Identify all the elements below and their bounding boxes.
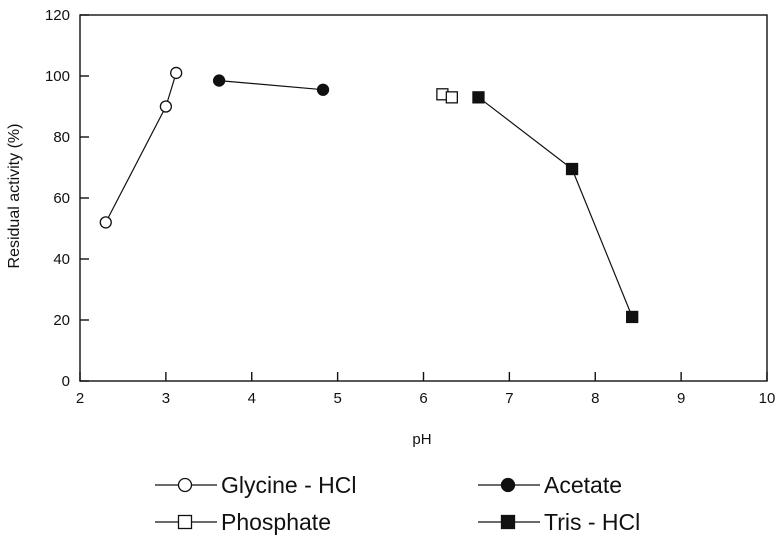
x-tick-label: 4 xyxy=(248,390,256,407)
legend-item-glycine-hcl: Glycine - HCl xyxy=(155,472,356,498)
data-point-glycine-hcl xyxy=(170,66,183,80)
legend-item-acetate: Acetate xyxy=(478,472,622,498)
legend-marker-glycine-hcl xyxy=(177,477,193,493)
series-phosphate xyxy=(436,88,458,104)
x-tick-label: 8 xyxy=(591,390,599,407)
x-axis-label: pH xyxy=(412,431,431,448)
data-point-acetate xyxy=(316,83,330,96)
legend-marker-acetate xyxy=(500,477,516,493)
legend-label: Tris - HCl xyxy=(544,509,640,535)
data-point-phosphate xyxy=(445,91,458,104)
y-tick-label: 0 xyxy=(62,373,70,390)
x-tick-label: 9 xyxy=(677,390,685,407)
y-tick-label: 60 xyxy=(53,190,70,207)
legend-marker-tris-hcl xyxy=(500,514,516,530)
data-point-tris-hcl xyxy=(565,162,579,176)
data-point-glycine-hcl xyxy=(99,216,112,229)
x-tick-label: 2 xyxy=(76,390,84,407)
series-line-tris-hcl xyxy=(478,96,633,318)
y-tick-label: 80 xyxy=(53,129,70,146)
x-tick-label: 10 xyxy=(759,390,776,407)
y-tick-label: 40 xyxy=(53,251,70,268)
legend-marker-phosphate xyxy=(177,514,193,530)
legend-label: Glycine - HCl xyxy=(221,472,356,498)
y-tick-label: 120 xyxy=(45,7,70,24)
data-point-acetate xyxy=(212,74,226,87)
legend-item-tris-hcl: Tris - HCl xyxy=(478,509,640,535)
legend: Glycine - HCl Acetate Phosphate Tris - HCl xyxy=(155,472,640,535)
y-axis-label: Residual activity (%) xyxy=(6,124,23,269)
legend-label: Phosphate xyxy=(221,509,331,535)
data-point-tris-hcl xyxy=(626,310,639,324)
x-tick-label: 7 xyxy=(505,390,513,407)
series-glycine-hcl xyxy=(99,66,183,229)
series-line-glycine-hcl xyxy=(105,72,177,223)
legend-item-phosphate: Phosphate xyxy=(155,509,331,535)
x-tick-label: 3 xyxy=(162,390,170,407)
series-acetate xyxy=(212,74,330,96)
y-tick-label: 100 xyxy=(45,68,70,85)
legend-label: Acetate xyxy=(544,472,622,498)
x-tick-label: 5 xyxy=(333,390,341,407)
series-line-acetate xyxy=(219,80,324,91)
plot-frame xyxy=(79,14,768,382)
series-tris-hcl xyxy=(472,91,639,324)
y-tick-label: 20 xyxy=(53,312,70,329)
data-point-glycine-hcl xyxy=(159,100,173,113)
x-tick-label: 6 xyxy=(419,390,427,407)
data-point-tris-hcl xyxy=(472,91,485,104)
